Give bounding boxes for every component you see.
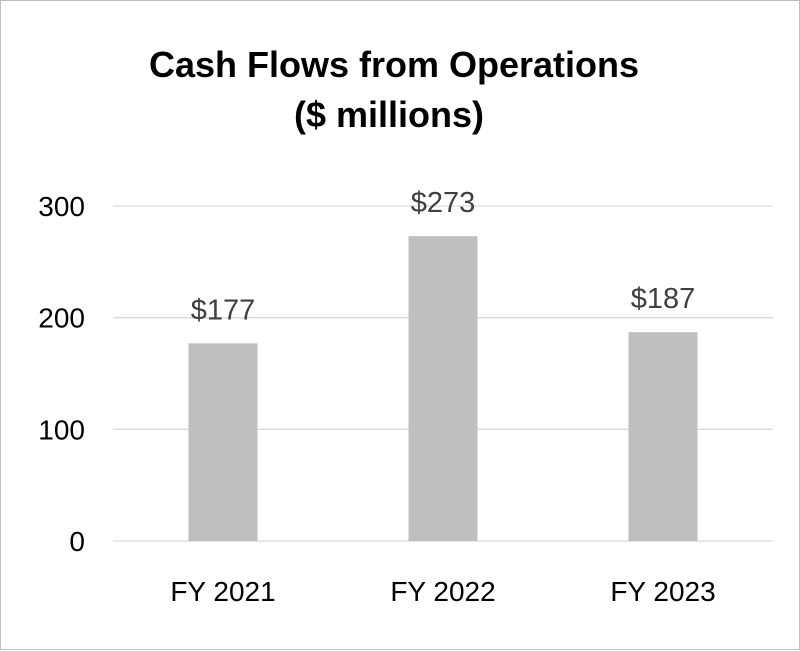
x-tick-label: FY 2022 [390,576,495,607]
data-label: $273 [411,187,476,219]
data-labels: $177 $273 $187 [191,187,696,326]
y-tick-label: 0 [69,526,85,557]
x-tick-label: FY 2021 [170,576,275,607]
y-tick-label: 200 [38,303,85,334]
data-label: $187 [631,283,696,315]
bar [188,343,258,541]
y-axis-tick-labels: 0 100 200 300 [38,191,85,557]
y-tick-label: 100 [38,414,85,445]
y-tick-label: 300 [38,191,85,222]
bars [188,236,698,541]
x-axis-tick-labels: FY 2021 FY 2022 FY 2023 [170,576,715,607]
x-tick-label: FY 2023 [610,576,715,607]
chart-subtitle: ($ millions) [294,94,484,135]
data-label: $177 [191,294,256,326]
bar [408,236,478,541]
bar [628,332,698,541]
chart-title: Cash Flows from Operations [149,44,639,85]
